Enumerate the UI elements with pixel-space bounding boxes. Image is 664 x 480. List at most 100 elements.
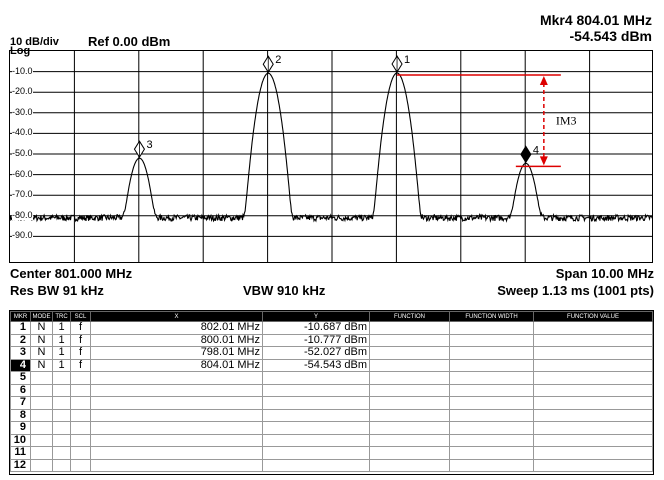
table-cell xyxy=(30,458,53,472)
column-header: TRC xyxy=(52,311,71,322)
table-cell xyxy=(52,446,71,460)
table-row[interactable]: 12 xyxy=(10,458,653,472)
marker-table: MKR MODE TRC SCL X Y FUNCTION FUNCTION WIDTH FUN… xyxy=(9,310,654,475)
table-row[interactable]: 3 N 1 f 798.01 MHz -52.027 dBm xyxy=(10,346,653,360)
table-row[interactable]: 8 xyxy=(10,408,653,422)
table-cell: 2 xyxy=(10,333,31,347)
table-cell xyxy=(52,383,71,397)
table-cell xyxy=(449,346,534,360)
table-cell xyxy=(369,446,450,460)
table-cell xyxy=(262,383,370,397)
table-cell xyxy=(90,421,263,435)
table-cell xyxy=(449,358,534,372)
y-tick-label: -50.0 xyxy=(12,148,33,158)
table-row[interactable]: 1 N 1 f 802.01 MHz -10.687 dBm xyxy=(10,321,653,335)
table-row[interactable]: 11 xyxy=(10,446,653,460)
table-cell: 3 xyxy=(10,346,31,360)
table-cell: f xyxy=(70,358,91,372)
table-cell: f xyxy=(70,346,91,360)
table-row[interactable]: 2 N 1 f 800.01 MHz -10.777 dBm xyxy=(10,333,653,347)
table-cell xyxy=(533,446,653,460)
table-cell xyxy=(262,396,370,410)
table-cell xyxy=(70,371,91,385)
table-cell: N xyxy=(30,321,53,335)
log-label: Log xyxy=(10,45,31,57)
table-cell xyxy=(70,433,91,447)
span-label: Span 10.00 MHz xyxy=(555,266,654,281)
table-cell xyxy=(533,321,653,335)
table-cell xyxy=(369,333,450,347)
table-cell xyxy=(30,371,53,385)
table-cell: -10.687 dBm xyxy=(262,321,370,335)
table-cell xyxy=(70,396,91,410)
table-cell xyxy=(533,421,653,435)
table-cell xyxy=(449,421,534,435)
table-cell: 12 xyxy=(10,458,31,472)
column-header: FUNCTION WIDTH xyxy=(449,311,534,322)
column-header: FUNCTION VALUE xyxy=(533,311,653,322)
table-row[interactable]: 9 xyxy=(10,421,653,435)
table-cell xyxy=(70,446,91,460)
table-cell xyxy=(369,371,450,385)
table-cell xyxy=(533,396,653,410)
table-cell xyxy=(70,408,91,422)
table-cell xyxy=(70,383,91,397)
table-cell: N xyxy=(30,358,53,372)
im3-arrow-head-down xyxy=(539,156,548,166)
table-cell xyxy=(449,333,534,347)
table-cell xyxy=(70,458,91,472)
table-cell: 9 xyxy=(10,421,31,435)
table-body: 1 N 1 f 802.01 MHz -10.687 dBm 2 N 1 f 800.01 MHz -… xyxy=(10,321,653,472)
table-row[interactable]: 7 xyxy=(10,396,653,410)
spectrum-plot: 1 2 3 4 IM3 -10.0 -20.0 -30.0 -40.0 -50.0 -60.0 -7… xyxy=(9,50,653,263)
table-cell: 1 xyxy=(10,321,31,335)
marker-3-label: 3 xyxy=(146,139,152,151)
table-cell xyxy=(52,396,71,410)
column-header: FUNCTION xyxy=(369,311,450,322)
table-cell: 6 xyxy=(10,383,31,397)
table-cell xyxy=(262,458,370,472)
table-cell xyxy=(30,446,53,460)
table-cell xyxy=(262,446,370,460)
table-cell xyxy=(369,433,450,447)
table-cell: -52.027 dBm xyxy=(262,346,370,360)
table-cell xyxy=(90,446,263,460)
table-cell xyxy=(369,458,450,472)
table-row[interactable]: 4 N 1 f 804.01 MHz -54.543 dBm xyxy=(10,358,653,372)
table-cell xyxy=(449,458,534,472)
table-cell: 1 xyxy=(52,346,71,360)
table-cell: 8 xyxy=(10,408,31,422)
table-cell: 798.01 MHz xyxy=(90,346,263,360)
table-cell xyxy=(90,371,263,385)
table-cell xyxy=(449,383,534,397)
table-cell xyxy=(533,408,653,422)
table-cell xyxy=(52,421,71,435)
table-cell xyxy=(90,396,263,410)
table-cell xyxy=(90,433,263,447)
table-row[interactable]: 6 xyxy=(10,383,653,397)
y-tick-label: -10.0 xyxy=(12,65,33,76)
y-tick-label: -40.0 xyxy=(12,127,33,138)
marker-4-diamond xyxy=(520,145,532,164)
table-row[interactable]: 5 xyxy=(10,371,653,385)
table-cell xyxy=(30,408,53,422)
table-cell xyxy=(30,396,53,410)
table-cell: 804.01 MHz xyxy=(90,358,263,372)
table-cell: 802.01 MHz xyxy=(90,321,263,335)
table-cell: 7 xyxy=(10,396,31,410)
scale-label: 10 dB/div xyxy=(10,36,59,48)
table-cell xyxy=(449,321,534,335)
table-cell xyxy=(90,383,263,397)
table-cell xyxy=(30,433,53,447)
table-row[interactable]: 10 xyxy=(10,433,653,447)
table-header: MKR MODE TRC SCL X Y FUNCTION FUNCTION WIDTH FUN… xyxy=(10,311,653,322)
column-header: Y xyxy=(262,311,370,322)
marker-4-label: 4 xyxy=(533,144,539,156)
im3-label: IM3 xyxy=(556,114,577,128)
table-cell xyxy=(369,408,450,422)
table-cell xyxy=(533,358,653,372)
table-cell xyxy=(449,446,534,460)
im3-arrow-head-up xyxy=(539,76,548,86)
column-header: SCL xyxy=(70,311,91,322)
table-cell xyxy=(449,396,534,410)
